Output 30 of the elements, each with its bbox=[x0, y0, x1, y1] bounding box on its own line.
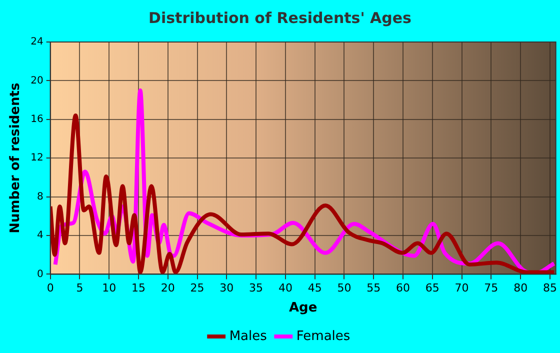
x-tick-label: 35 bbox=[249, 282, 264, 295]
x-tick-label: 25 bbox=[190, 282, 204, 295]
x-tick-label: 80 bbox=[514, 282, 528, 295]
legend-label: Females bbox=[296, 328, 350, 344]
x-tick-label: 10 bbox=[102, 282, 116, 295]
x-tick-label: 65 bbox=[425, 282, 440, 295]
x-tick-label: 60 bbox=[396, 282, 410, 295]
x-tick-label: 45 bbox=[308, 282, 322, 295]
x-tick-label: 30 bbox=[220, 282, 234, 295]
y-tick-label: 20 bbox=[30, 75, 44, 86]
x-tick-label: 40 bbox=[278, 282, 292, 295]
y-tick-label: 4 bbox=[36, 230, 44, 242]
x-tick-label: 75 bbox=[484, 282, 498, 295]
chart-title: Distribution of Residents' Ages bbox=[148, 8, 412, 27]
y-tick-label: 24 bbox=[30, 36, 44, 48]
y-tick-label: 16 bbox=[30, 114, 44, 125]
x-tick-label: 0 bbox=[46, 282, 54, 295]
x-tick-label: 85 bbox=[542, 282, 557, 295]
legend-label: Males bbox=[229, 328, 268, 344]
x-tick-label: 20 bbox=[160, 282, 175, 295]
y-tick-label: 0 bbox=[36, 268, 44, 280]
y-tick-label: 8 bbox=[36, 191, 44, 202]
y-tick-label: 12 bbox=[30, 152, 44, 164]
y-axis-title: Number of residents bbox=[8, 82, 24, 234]
x-tick-label: 5 bbox=[76, 282, 84, 295]
x-axis-title: Age bbox=[288, 300, 318, 316]
x-tick-label: 15 bbox=[131, 282, 146, 295]
x-tick-label: 55 bbox=[366, 282, 381, 295]
x-tick-label: 70 bbox=[454, 282, 469, 295]
x-tick-label: 50 bbox=[337, 282, 352, 295]
